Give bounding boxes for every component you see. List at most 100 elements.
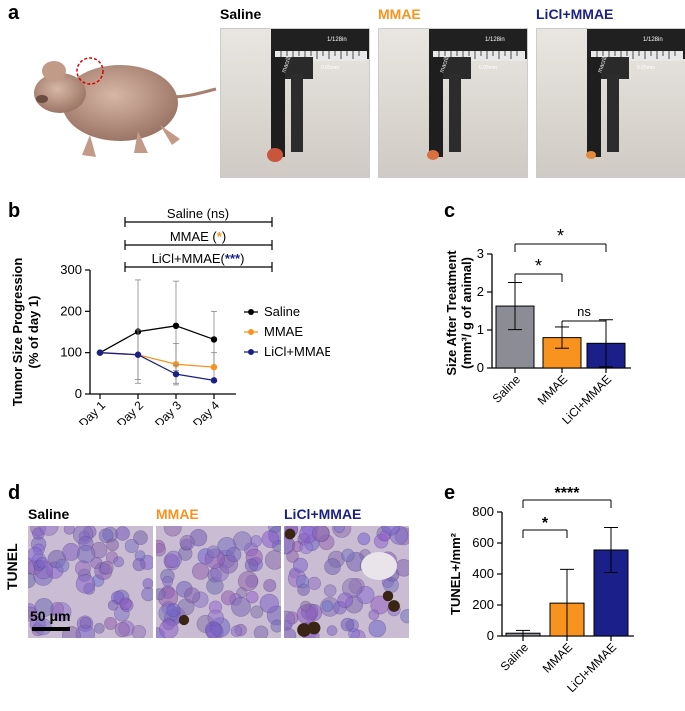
cell-nucleus — [63, 526, 75, 535]
legend-marker — [248, 329, 254, 335]
x-tick-label: Day 4 — [190, 398, 222, 425]
y-axis-label: Size After Treatment — [444, 250, 459, 376]
caliper-photo-2: macrilan 1/128in 0.05mm — [536, 28, 685, 178]
cell-nucleus — [113, 556, 125, 568]
cell-nucleus — [184, 587, 201, 604]
annotation-significance: *** — [225, 251, 241, 266]
cell-nucleus — [28, 606, 38, 622]
caliper-jaw-right — [449, 74, 461, 152]
y-tick-label: 800 — [472, 504, 494, 519]
data-point — [172, 370, 180, 378]
y-axis-label: TUNEL+/mm² — [448, 532, 463, 615]
cell-nucleus — [341, 548, 355, 562]
tunel-label-text: TUNEL — [4, 543, 20, 590]
y-tick-label: 2 — [477, 284, 484, 299]
cell-nucleus — [300, 600, 311, 612]
cell-nucleus — [142, 578, 153, 590]
data-point — [134, 351, 142, 358]
cell-nucleus — [204, 621, 223, 638]
histology-title-2: LiCl+MMAE — [284, 506, 362, 522]
cell-nucleus — [337, 592, 354, 609]
caliper-jaw-left — [429, 57, 443, 157]
cell-nucleus — [119, 597, 132, 610]
cell-nucleus — [163, 526, 182, 537]
caliper-scale-strip — [275, 51, 367, 61]
caliper-jaw-right — [607, 74, 619, 152]
histology-image-2 — [284, 526, 409, 638]
cell-nucleus — [220, 590, 236, 606]
caliper-jaw-left — [271, 57, 285, 157]
cell-nucleus — [312, 526, 330, 542]
panel-label-e: e — [444, 482, 456, 504]
cell-nucleus — [159, 619, 179, 638]
cell-nucleus — [107, 599, 119, 611]
tunel-positive-cell — [382, 590, 394, 602]
cell-nucleus — [333, 526, 345, 534]
cell-nucleus — [292, 557, 308, 573]
x-tick-label: MMAE — [535, 372, 570, 407]
y-tick-label: 0 — [477, 360, 484, 375]
cell-nucleus — [75, 574, 96, 594]
significance-label: * — [535, 256, 542, 276]
cell-nucleus — [104, 616, 117, 630]
cell-nucleus — [124, 538, 139, 553]
cell-nucleus — [133, 530, 148, 546]
tumor-progression-line-chart: Saline (ns)MMAE (*)LiCl+MMAE(***)0100200… — [10, 206, 330, 425]
cell-nucleus — [115, 526, 130, 541]
legend-label: MMAE — [264, 324, 303, 339]
caliper-scale-label: 1/128in — [327, 37, 347, 43]
photo-title-2: LiCl+MMAE — [536, 6, 614, 22]
caliper-jaw-right — [291, 74, 303, 152]
cell-nucleus — [326, 625, 338, 636]
caliper-slider — [283, 57, 313, 79]
cell-nucleus — [284, 610, 296, 629]
y-axis-label: Tumor Size Progression — [10, 258, 25, 407]
caliper-scale-label: 1/128in — [485, 37, 505, 43]
cell-nucleus — [106, 538, 119, 552]
cell-nucleus — [286, 550, 299, 563]
cell-nucleus — [132, 558, 146, 572]
cell-nucleus — [34, 598, 54, 618]
cell-nucleus — [261, 530, 280, 548]
cell-nucleus — [259, 593, 279, 614]
cell-nucleus — [250, 605, 264, 619]
cell-nucleus — [244, 558, 259, 573]
y-tick-label: 400 — [472, 566, 494, 581]
x-tick-label: Day 2 — [114, 398, 146, 425]
tumor-sample — [427, 150, 439, 160]
tunel-positive-cell — [297, 623, 311, 637]
x-tick-label: Saline — [490, 372, 524, 406]
cell-nucleus — [55, 558, 70, 573]
x-tick-label: Day 1 — [76, 398, 108, 425]
scale-bar — [32, 627, 70, 631]
cell-nucleus — [394, 559, 409, 577]
caliper-scale-strip — [433, 51, 525, 61]
cell-nucleus — [295, 574, 310, 589]
panel-label-b: b — [8, 200, 21, 222]
caliper-scale-label: 1/128in — [643, 37, 663, 43]
cell-nucleus — [270, 619, 281, 633]
tunel-positive-cell — [307, 621, 321, 635]
cell-nucleus — [368, 609, 380, 621]
y-axis-label: (% of day 1) — [26, 296, 41, 369]
cell-nucleus — [237, 571, 259, 592]
annotation-suffix: ) — [240, 251, 244, 266]
cell-nucleus — [39, 526, 59, 536]
tissue-gap — [361, 552, 397, 580]
caliper-photo-0: macrilan 1/128in 0.05mm — [220, 28, 370, 178]
caliper-slider — [441, 57, 471, 79]
tumor-sample — [586, 151, 596, 159]
cell-nucleus — [231, 597, 251, 617]
cell-nucleus — [284, 627, 297, 638]
panel-label-d: d — [8, 482, 21, 504]
tunel-row-label: TUNEL — [4, 530, 28, 650]
cell-nucleus — [131, 624, 147, 638]
cell-nucleus — [191, 562, 210, 580]
legend-label: Saline — [264, 304, 300, 319]
legend-marker — [248, 349, 254, 355]
caliper-photo-1: macrilan 1/128in 0.05mm — [378, 28, 528, 178]
cell-nucleus — [166, 603, 181, 618]
photo-title-1: MMAE — [378, 6, 421, 22]
